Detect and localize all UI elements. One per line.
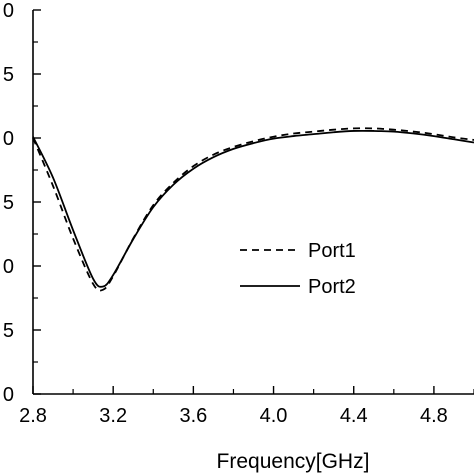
x-tick-label: 4.0	[260, 405, 288, 427]
x-tick-label: 4.8	[420, 405, 448, 427]
plot-area	[32, 127, 474, 292]
legend-label-port2: Port2	[308, 276, 356, 298]
axes	[32, 10, 474, 395]
x-tick-label: 2.8	[19, 405, 47, 427]
y-tick-label: 0	[3, 128, 14, 150]
legend-label-port1: Port1	[308, 240, 356, 262]
y-tick-label: 0	[3, 256, 14, 278]
y-ticks: 0 5 0 5 0 5 0	[3, 0, 41, 406]
y-tick-label: 5	[3, 192, 14, 214]
legend: Port1 Port2	[240, 240, 356, 298]
x-tick-label: 3.6	[179, 405, 207, 427]
series-line-port2	[32, 129, 474, 288]
x-tick-label: 3.2	[99, 405, 127, 427]
y-tick-label: 5	[3, 320, 14, 342]
x-tick-label: 4.4	[340, 405, 368, 427]
series-line-port1	[32, 127, 474, 292]
x-axis-title: Frequency[GHz]	[217, 450, 370, 473]
x-ticks: 2.8 3.2 3.6 4.0 4.4 4.8	[19, 386, 474, 427]
y-tick-label: 5	[3, 64, 14, 86]
y-tick-label: 0	[3, 384, 14, 406]
y-tick-label: 0	[3, 0, 14, 22]
